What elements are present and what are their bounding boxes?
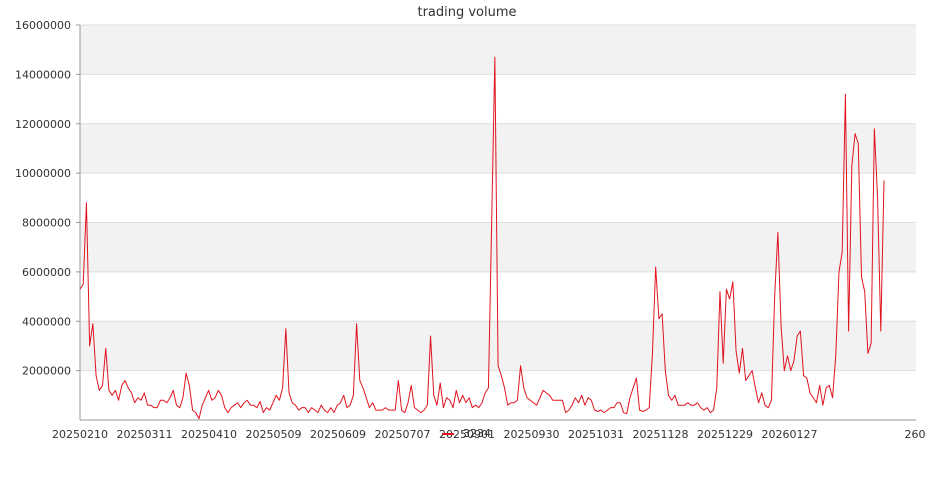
x-tick-label: 20260127 [762, 428, 818, 441]
x-tick-label: 20250609 [310, 428, 366, 441]
x-tick-label: 20250930 [504, 428, 560, 441]
x-axis-ticks: 20250210 20250311 20250410 20250509 20250609… [52, 428, 926, 441]
y-tick-label: 10000000 [15, 167, 71, 180]
x-tick-label: 20250410 [181, 428, 237, 441]
series-layer [79, 56, 885, 420]
y-tick-label: 4000000 [22, 315, 71, 328]
x-tick-label: 20250509 [246, 428, 302, 441]
x-tick-label: 20250901 [439, 428, 495, 441]
y-tick-label: 14000000 [15, 68, 71, 81]
x-tick-label: 20251031 [568, 428, 624, 441]
y-tick-label: 12000000 [15, 118, 71, 131]
x-tick-label: 20251128 [633, 428, 689, 441]
plot-band [80, 222, 916, 272]
legend: 3234 [442, 427, 491, 440]
legend-label-3234: 3234 [463, 427, 491, 440]
y-tick-label: 6000000 [22, 266, 71, 279]
chart-title: trading volume [417, 5, 516, 20]
plot-band [80, 123, 916, 174]
y-tick-label: 8000000 [22, 217, 71, 230]
x-tick-label: 20250210 [52, 428, 108, 441]
x-tick-label: 20251229 [697, 428, 753, 441]
series-line-3234 [79, 56, 885, 420]
y-axis-ticks: 2000000 4000000 6000000 8000000 10000000 1200… [15, 19, 80, 378]
x-tick-label: 20250707 [375, 428, 431, 441]
x-tick-label: 20250311 [117, 428, 173, 441]
y-tick-label: 2000000 [22, 365, 71, 378]
x-tick-label: 260 [905, 428, 926, 441]
y-tick-label: 16000000 [15, 19, 71, 32]
plot-band [80, 25, 916, 75]
